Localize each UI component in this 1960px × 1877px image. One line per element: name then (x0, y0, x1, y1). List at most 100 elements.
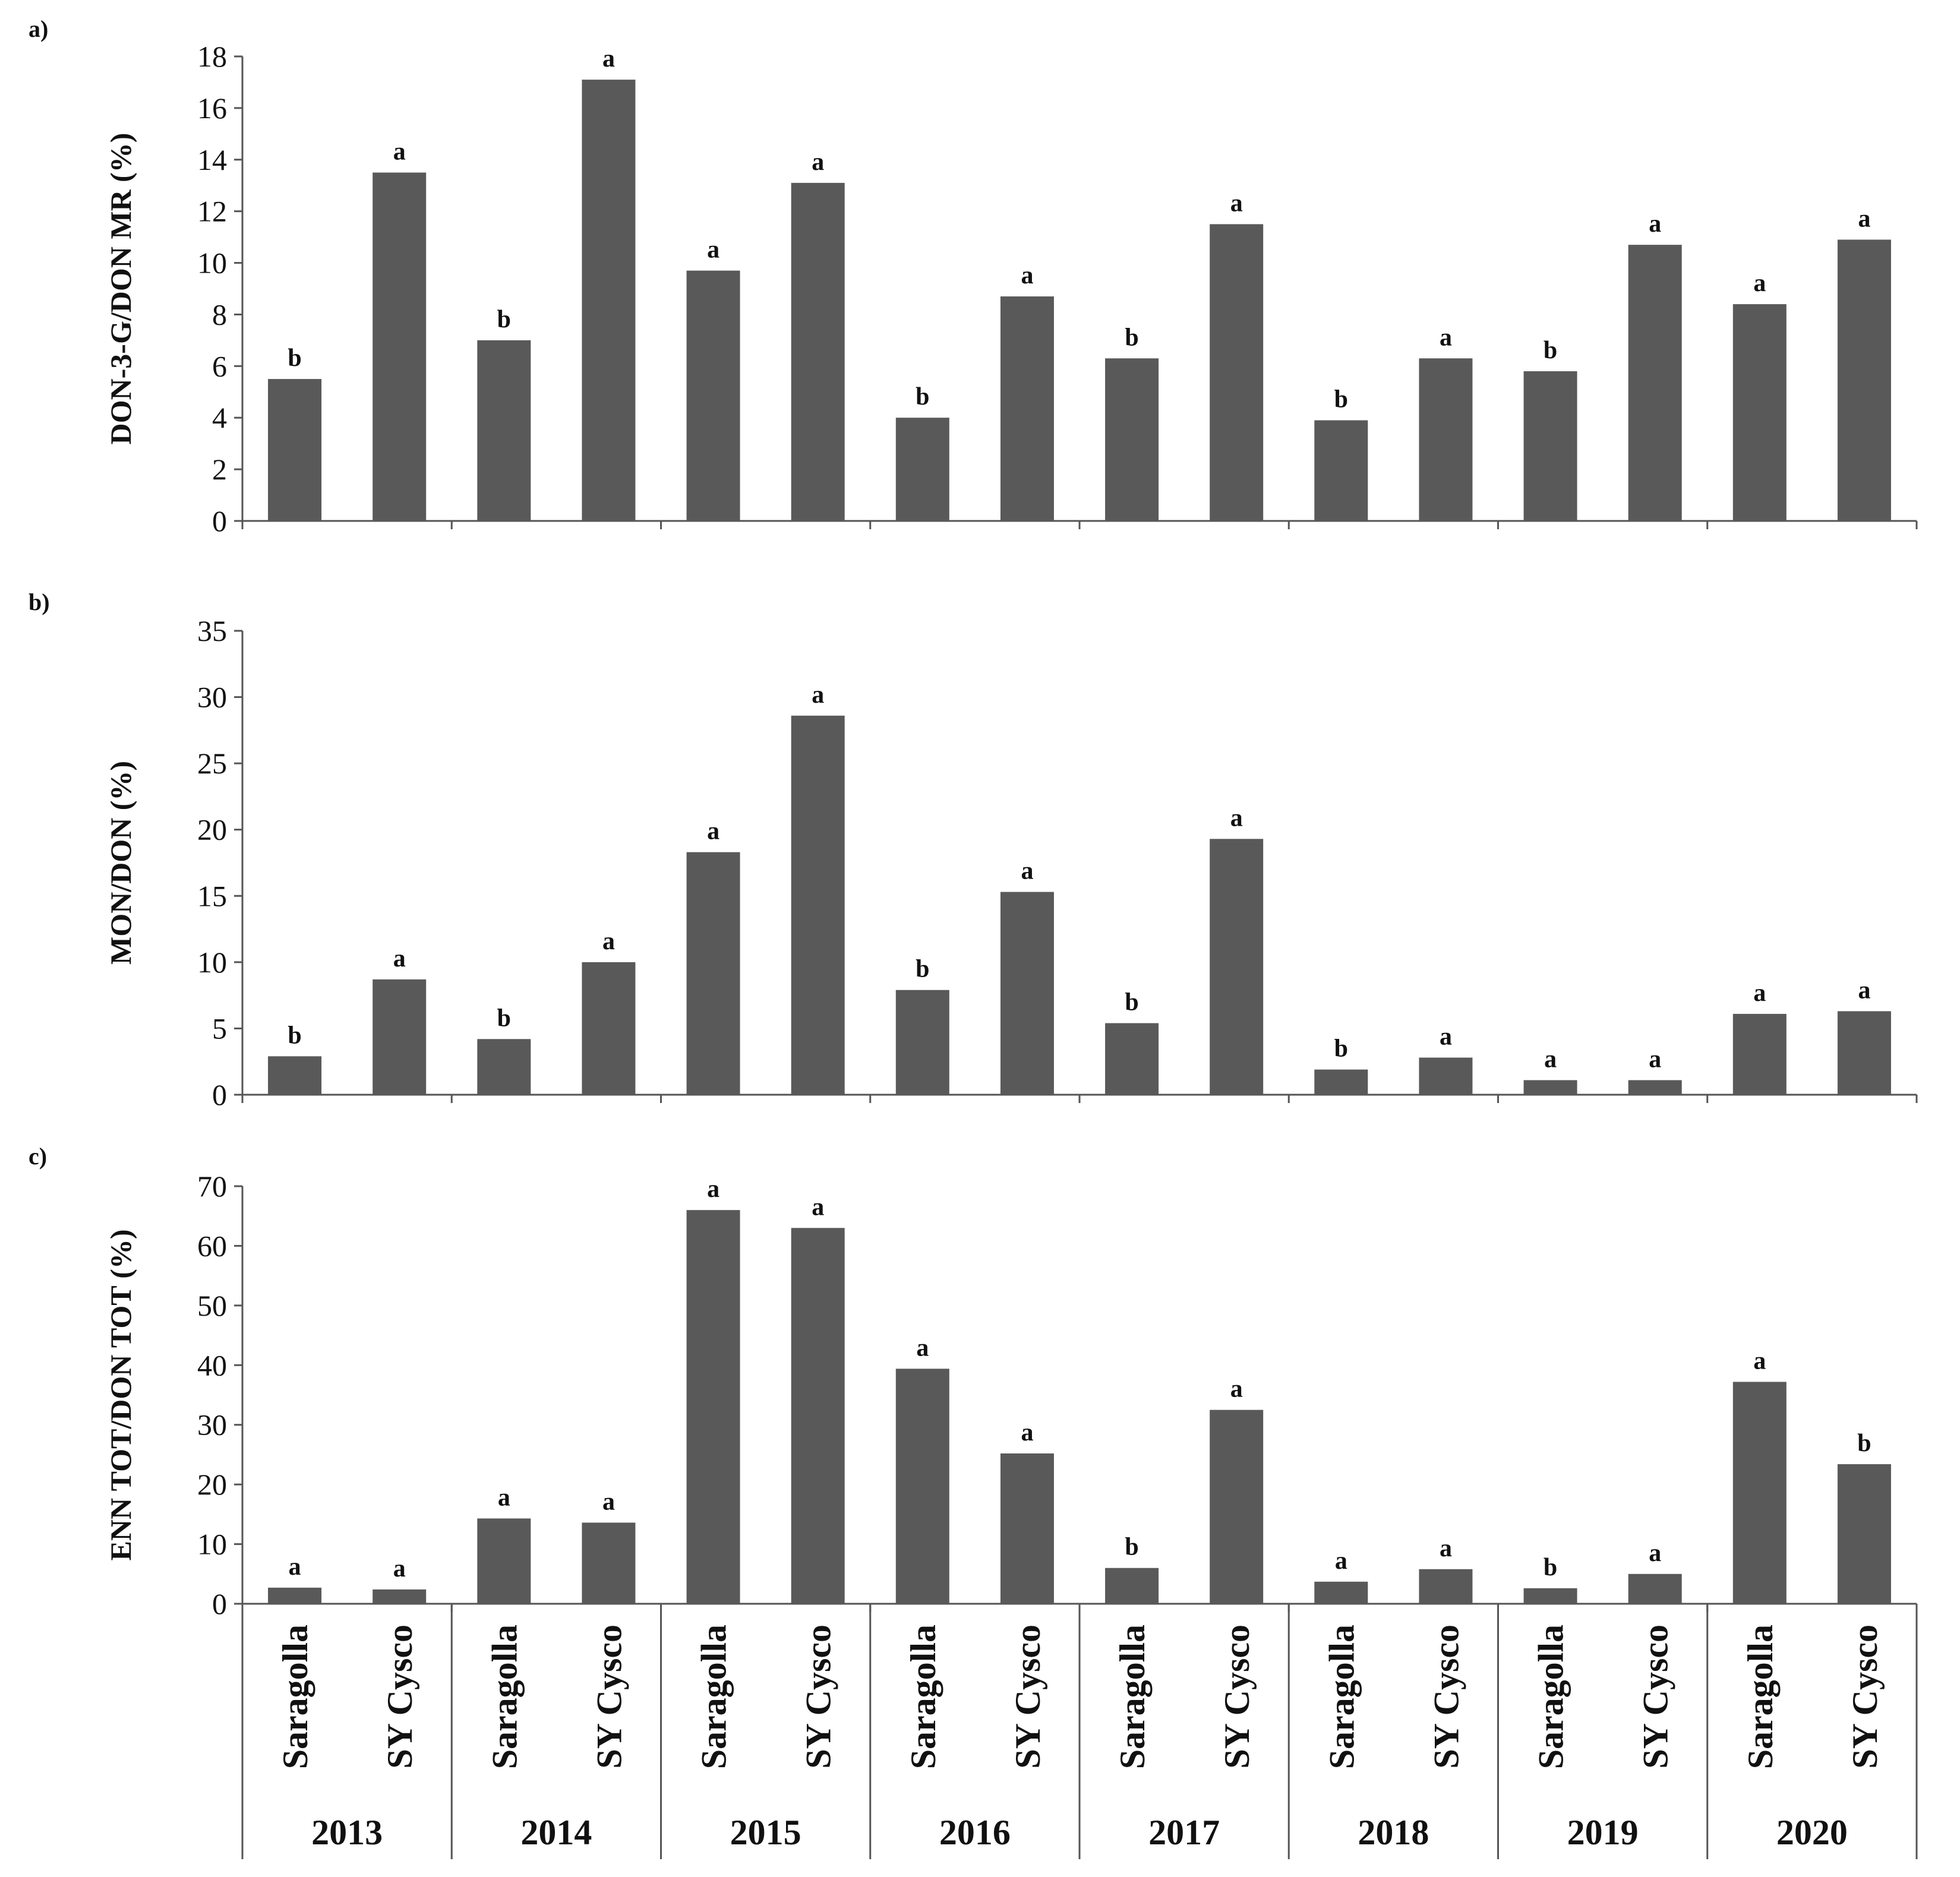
significance-label: a (393, 138, 406, 166)
significance-label: a (1021, 1419, 1033, 1446)
category-label: SY Cysco (589, 1625, 629, 1769)
bar-a-2015-saragolla (686, 270, 740, 521)
significance-label: a (1649, 1540, 1661, 1567)
category-label: SY Cysco (1636, 1625, 1675, 1769)
y-tick-label: 30 (197, 1408, 227, 1442)
bar-c-2013-saragolla (268, 1587, 322, 1604)
bar-c-2020-saragolla (1732, 1382, 1787, 1604)
significance-label: a (1753, 979, 1766, 1007)
bar-c-2018-sy-cysco (1419, 1569, 1473, 1604)
significance-label: b (288, 1022, 301, 1049)
significance-label: a (602, 45, 615, 72)
significance-label: a (1230, 189, 1243, 217)
bar-c-2014-sy-cysco (582, 1522, 636, 1604)
significance-label: a (602, 928, 615, 955)
bar-b-2020-saragolla (1732, 1013, 1787, 1095)
bar-b-2019-sy-cysco (1628, 1080, 1682, 1095)
significance-label: a (1858, 977, 1870, 1004)
y-tick-label: 2 (212, 453, 227, 486)
significance-label: a (1440, 1535, 1452, 1562)
bar-c-2014-saragolla (477, 1518, 531, 1604)
significance-label: a (1230, 804, 1243, 832)
bar-b-2019-saragolla (1523, 1080, 1577, 1095)
significance-label: a (1858, 205, 1870, 232)
category-label: Saragolla (904, 1625, 943, 1769)
y-tick-label: 6 (212, 349, 227, 383)
bar-c-2020-sy-cysco (1837, 1464, 1891, 1604)
bar-a-2016-sy-cysco (1000, 296, 1054, 521)
year-label-2016: 2016 (939, 1813, 1011, 1852)
bar-b-2015-saragolla (686, 852, 740, 1095)
y-axis-title: ENN TOT/DON TOT (%) (104, 1229, 137, 1560)
significance-label: b (1125, 989, 1138, 1016)
significance-label: a (1753, 1347, 1766, 1374)
category-label: SY Cysco (799, 1625, 838, 1769)
significance-label: a (1649, 1045, 1661, 1073)
bar-c-2018-saragolla (1314, 1581, 1368, 1604)
y-tick-label: 0 (212, 1078, 227, 1111)
bar-a-2019-sy-cysco (1628, 245, 1682, 521)
bar-a-2014-saragolla (477, 340, 531, 521)
bar-c-2017-sy-cysco (1210, 1410, 1264, 1604)
category-label: SY Cysco (380, 1625, 419, 1769)
bar-c-2016-saragolla (895, 1369, 949, 1604)
category-label: Saragolla (1532, 1625, 1571, 1769)
panel-c-chart: c) 0 10 20 30 40 50 60 70 ENN TOT/DON TOT (%) a a a a… (29, 1143, 1918, 1620)
category-label: Saragolla (1741, 1625, 1780, 1769)
bar-a-2018-sy-cysco (1419, 358, 1473, 521)
bar-c-2015-saragolla (686, 1210, 740, 1604)
significance-label: a (1544, 1045, 1557, 1073)
bar-a-2018-saragolla (1314, 420, 1368, 521)
y-axis-title: MON/DON (%) (104, 761, 137, 965)
bar-b-2013-sy-cysco (373, 979, 427, 1095)
bar-b-2016-saragolla (895, 990, 949, 1095)
significance-label: b (916, 383, 929, 410)
y-tick-label: 14 (197, 143, 227, 176)
category-label: Saragolla (485, 1625, 524, 1769)
bar-b-2013-saragolla (268, 1056, 322, 1095)
y-tick-label: 35 (197, 614, 227, 647)
bar-b-2018-saragolla (1314, 1069, 1368, 1095)
significance-label: a (289, 1553, 301, 1581)
significance-label: a (1230, 1376, 1243, 1403)
y-tick-label: 25 (197, 747, 227, 780)
y-tick-label: 20 (197, 1468, 227, 1501)
significance-label: a (1335, 1547, 1347, 1575)
bar-a-2014-sy-cysco (582, 80, 636, 522)
bar-a-2013-sy-cysco (373, 172, 427, 521)
significance-label: b (497, 306, 511, 333)
significance-label: a (916, 1334, 929, 1361)
y-tick-label: 8 (212, 298, 227, 331)
significance-label: a (707, 1176, 719, 1203)
y-tick-label: 18 (197, 40, 227, 73)
significance-label: b (916, 956, 929, 983)
year-label-2018: 2018 (1358, 1813, 1429, 1852)
bar-b-2018-sy-cysco (1419, 1057, 1473, 1095)
y-tick-label: 30 (197, 681, 227, 714)
significance-label: b (497, 1004, 511, 1032)
significance-label: b (1857, 1430, 1871, 1457)
significance-label: a (393, 945, 406, 972)
category-label: SY Cysco (1845, 1625, 1885, 1769)
panel-label-c: c) (29, 1143, 47, 1170)
y-tick-label: 20 (197, 813, 227, 846)
y-tick-label: 16 (197, 91, 227, 125)
bar-c-2017-saragolla (1105, 1568, 1159, 1604)
bar-a-2020-saragolla (1732, 304, 1787, 521)
significance-label: a (1440, 324, 1452, 351)
y-tick-label: 40 (197, 1348, 227, 1382)
category-label: Saragolla (276, 1625, 315, 1769)
bar-c-2015-sy-cysco (791, 1228, 845, 1604)
bar-b-2017-saragolla (1105, 1023, 1159, 1095)
bar-a-2017-saragolla (1105, 358, 1159, 521)
y-tick-label: 12 (197, 195, 227, 228)
y-tick-label: 10 (197, 1528, 227, 1561)
category-label: Saragolla (1322, 1625, 1361, 1769)
bar-a-2020-sy-cysco (1837, 239, 1891, 521)
y-tick-label: 0 (212, 504, 227, 538)
bar-c-2019-sy-cysco (1628, 1573, 1682, 1604)
bar-a-2019-saragolla (1523, 371, 1577, 521)
year-label-2015: 2015 (730, 1813, 801, 1852)
significance-label: b (1544, 1554, 1557, 1581)
significance-label: b (1544, 337, 1557, 364)
